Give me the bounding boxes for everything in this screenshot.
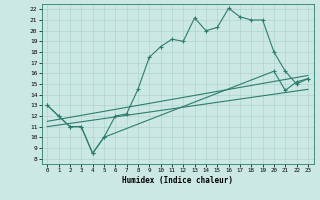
X-axis label: Humidex (Indice chaleur): Humidex (Indice chaleur)	[122, 176, 233, 185]
